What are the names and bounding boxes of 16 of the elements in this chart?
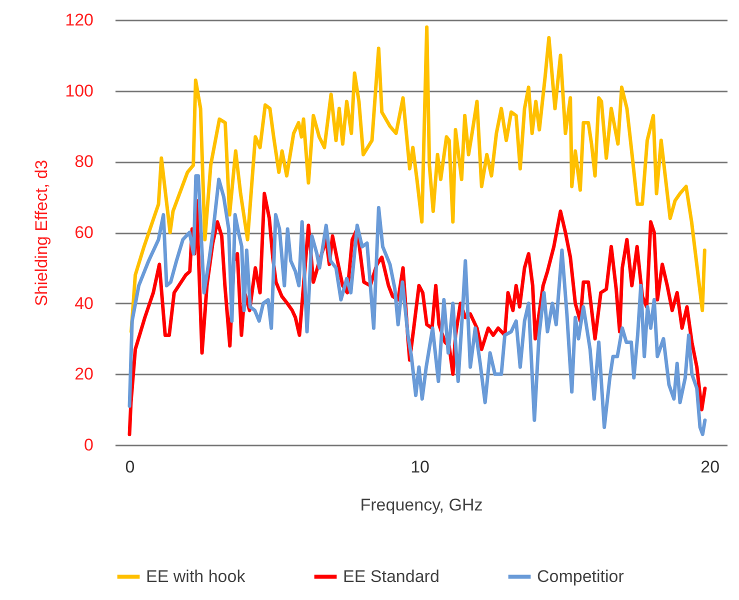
y-tick-label: 20 — [74, 364, 94, 384]
x-tick-label: 0 — [125, 458, 135, 476]
legend-label: Competitior — [537, 566, 624, 586]
y-tick-label: 80 — [74, 152, 94, 172]
line-series — [129, 25, 706, 334]
legend-label: EE with hook — [146, 566, 246, 586]
y-axis-title: Shielding Effect, d3 — [32, 160, 52, 306]
legend-label: EE Standard — [343, 566, 440, 586]
x-tick-label: 10 — [410, 458, 430, 476]
x-axis-title: Frequency, GHz — [360, 496, 483, 514]
x-tick-label: 20 — [700, 458, 720, 476]
y-tick-label: 60 — [74, 223, 94, 242]
y-tick-label: 100 — [65, 81, 94, 100]
y-tick-label: 40 — [74, 294, 94, 313]
y-tick-label: 0 — [84, 436, 94, 454]
y-tick-label: 120 — [65, 10, 94, 30]
